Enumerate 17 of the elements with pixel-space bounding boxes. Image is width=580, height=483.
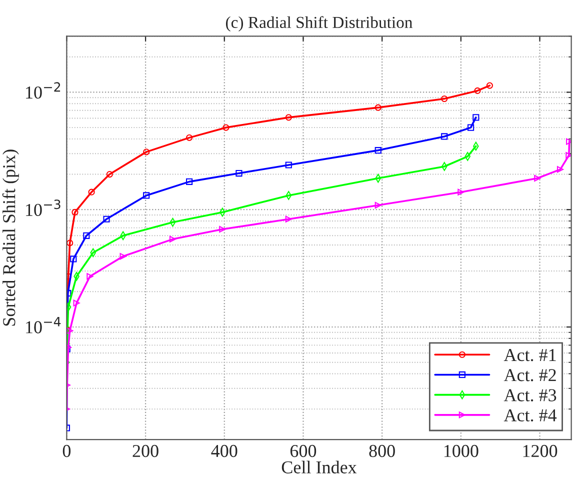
x-tick-label: 1200 bbox=[523, 444, 558, 458]
legend-label: Act. #4 bbox=[504, 409, 557, 422]
chart-title: (c) Radial Shift Distribution bbox=[226, 16, 412, 32]
x-tick-label: 1000 bbox=[444, 444, 478, 458]
y-axis-title: Sorted Radial Shift (pix) bbox=[2, 150, 19, 326]
y-tick-label: 10$^{−2}$ bbox=[26, 82, 60, 99]
legend-label: Act. #3 bbox=[504, 389, 556, 402]
y-tick-label: 10$^{−3}$ bbox=[26, 200, 60, 216]
legend-label: Act. #2 bbox=[504, 369, 556, 382]
x-tick-label: 800 bbox=[369, 444, 395, 458]
x-tick-label: 400 bbox=[211, 444, 238, 458]
x-axis-title: Cell Index bbox=[282, 460, 357, 474]
y-tick-label: 10$^{−4}$ bbox=[26, 317, 61, 334]
x-tick-label: 0 bbox=[62, 444, 71, 458]
legend-label: Act. #1 bbox=[504, 349, 556, 362]
x-tick-label: 200 bbox=[132, 444, 158, 458]
x-tick-label: 600 bbox=[290, 444, 316, 458]
